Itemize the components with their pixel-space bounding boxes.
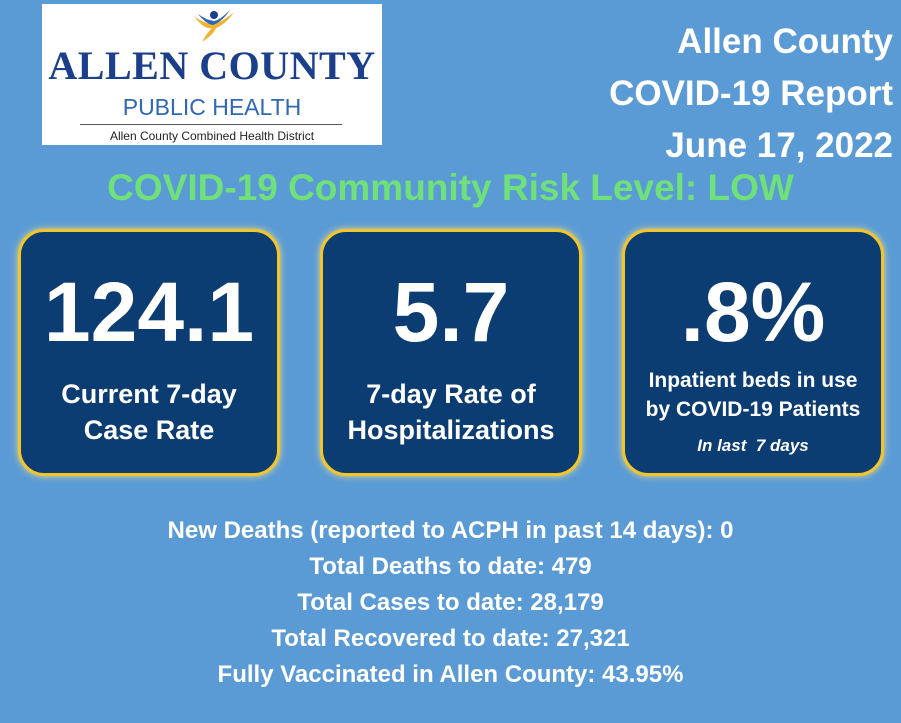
stat-new-deaths: New Deaths (reported to ACPH in past 14 … (167, 517, 734, 544)
case-rate-value: 124.1 (43, 265, 255, 359)
hospitalization-rate-value: 5.7 (392, 265, 510, 359)
stat-total-cases: Total Cases to date: 28,179 (297, 589, 604, 616)
report-name: COVID-19 Report (609, 74, 893, 113)
logo-district: Allen County Combined Health District (109, 129, 315, 143)
stat-total-deaths: Total Deaths to date: 479 (309, 553, 592, 580)
inpatient-beds-label: Inpatient beds in use by COVID-19 Patien… (625, 366, 881, 424)
hospitalization-label-line1: 7-day Rate of (366, 379, 536, 409)
stat-fully-vaccinated: Fully Vaccinated in Allen County: 43.95% (217, 661, 684, 688)
risk-level: COVID-19 Community Risk Level: LOW (107, 167, 794, 208)
report-title: Allen County COVID-19 Report June 17, 20… (609, 16, 893, 172)
person-figure-icon (194, 10, 234, 42)
logo-name: ALLEN COUNTY (48, 43, 376, 88)
stats-list: New Deaths (reported to ACPH in past 14 … (0, 513, 901, 693)
logo-divider (80, 124, 342, 125)
case-rate-label-line1: Current 7-day (61, 379, 237, 409)
stat-total-recovered: Total Recovered to date: 27,321 (271, 625, 630, 652)
inpatient-label-line2: by COVID-19 Patients (645, 398, 861, 421)
logo-subtitle: PUBLIC HEALTH (122, 94, 302, 120)
case-rate-label: Current 7-day Case Rate (21, 376, 277, 448)
inpatient-beds-card: .8% Inpatient beds in use by COVID-19 Pa… (622, 229, 884, 476)
logo: ALLEN COUNTY PUBLIC HEALTH Allen County … (42, 4, 382, 145)
report-county: Allen County (677, 22, 893, 61)
inpatient-beds-note: In last 7 days (697, 436, 809, 455)
inpatient-label-line1: Inpatient beds in use (648, 369, 858, 392)
hospitalization-rate-card: 5.7 7-day Rate of Hospitalizations (320, 229, 582, 476)
inpatient-beds-value: .8% (680, 265, 826, 359)
hospitalization-rate-label: 7-day Rate of Hospitalizations (323, 376, 579, 448)
case-rate-label-line2: Case Rate (83, 415, 215, 445)
case-rate-card: 124.1 Current 7-day Case Rate (18, 229, 280, 476)
report-date: June 17, 2022 (665, 126, 893, 165)
hospitalization-label-line2: Hospitalizations (347, 415, 555, 445)
